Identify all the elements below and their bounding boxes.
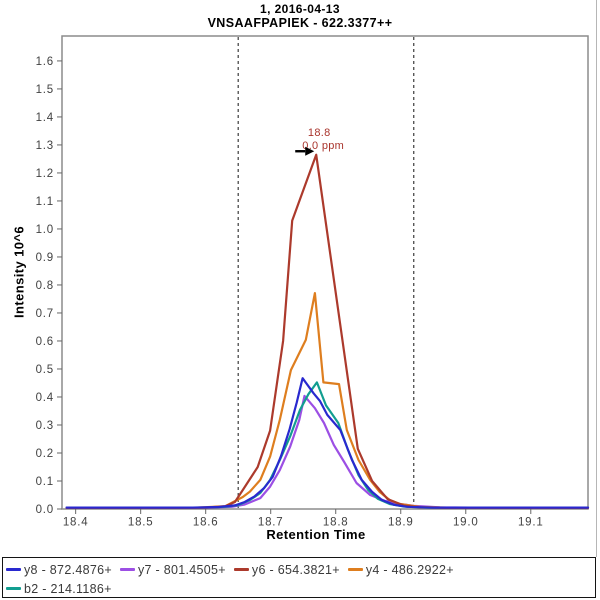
y-axis-title: Intensity 10^6 (11, 226, 27, 318)
peak-ppm-label: 0.0 ppm (302, 140, 344, 152)
chart-title: 1, 2016-04-13 (260, 2, 340, 16)
legend-item-b2: b2 - 214.1186+ (6, 582, 112, 596)
legend-row: b2 - 214.1186+ (6, 579, 595, 598)
legend-label: y6 - 654.3821+ (251, 562, 340, 577)
y-tick-label: 0.9 (36, 252, 54, 264)
legend-label: y4 - 486.2922+ (365, 562, 454, 577)
y-tick-label: 1.4 (36, 112, 54, 124)
x-tick-label: 18.6 (193, 517, 219, 529)
x-tick-label: 18.9 (388, 517, 414, 529)
series-line-y8[interactable] (65, 377, 590, 509)
y-tick-label: 0.7 (36, 308, 54, 320)
y-tick-label: 0.3 (36, 420, 54, 432)
series-line-y4[interactable] (65, 292, 590, 509)
x-tick-label: 18.8 (323, 517, 349, 529)
x-tick-label: 19.1 (518, 517, 544, 529)
y-tick-label: 0.6 (36, 336, 54, 348)
x-tick-label: 18.5 (128, 517, 154, 529)
y-tick-label: 1.6 (36, 56, 54, 68)
y-tick-label: 0.5 (36, 364, 54, 376)
legend-color-swatch (233, 568, 249, 571)
chart-subtitle: VNSAAFPAPIEK - 622.3377++ (207, 16, 393, 30)
series-line-y6[interactable] (65, 153, 590, 509)
legend-item-y7: y7 - 801.4505+ (119, 562, 226, 577)
legend-item-y8: y8 - 872.4876+ (6, 563, 112, 577)
chromatogram-plot[interactable]: 18.4 18.5 18.6 18.7 18.8 18.9 19.0 19.1 0.0 0.1 0.… (0, 0, 600, 556)
y-tick-label: 1.2 (36, 168, 54, 180)
y-tick-label: 1.5 (36, 84, 54, 96)
window-right-edge (596, 0, 597, 557)
legend-row: y8 - 872.4876+ y7 - 801.4505+ y6 - 654.382… (6, 560, 595, 579)
legend-color-swatch (119, 568, 135, 571)
legend-color-swatch (347, 568, 363, 571)
y-tick-label: 1.3 (36, 140, 54, 152)
legend-color-swatch (6, 587, 21, 590)
legend-label: b2 - 214.1186+ (24, 581, 112, 596)
legend-item-y4: y4 - 486.2922+ (347, 562, 454, 577)
y-tick-label: 0.0 (36, 504, 54, 516)
y-tick-label: 0.1 (36, 476, 54, 488)
x-tick-label: 18.7 (258, 517, 284, 529)
y-tick-label: 1.1 (36, 196, 54, 208)
y-tick-label: 0.2 (36, 448, 54, 460)
legend-box: y8 - 872.4876+ y7 - 801.4505+ y6 - 654.382… (2, 557, 596, 598)
series-line-b2[interactable] (65, 381, 590, 509)
peak-rt-label: 18.8 (308, 127, 331, 139)
y-tick-label: 0.8 (36, 280, 54, 292)
legend-label: y8 - 872.4876+ (24, 562, 112, 577)
legend-item-y6: y6 - 654.3821+ (233, 562, 340, 577)
x-tick-label: 19.0 (453, 517, 479, 529)
plot-border (61, 35, 589, 510)
y-tick-label: 0.4 (36, 392, 54, 404)
legend-label: y7 - 801.4505+ (137, 562, 226, 577)
peak-id-arrow-icon (305, 146, 315, 156)
legend-color-swatch (6, 568, 21, 571)
x-tick-label: 18.4 (63, 517, 89, 529)
x-axis-title: Retention Time (266, 527, 366, 542)
y-tick-label: 1.0 (36, 224, 54, 236)
